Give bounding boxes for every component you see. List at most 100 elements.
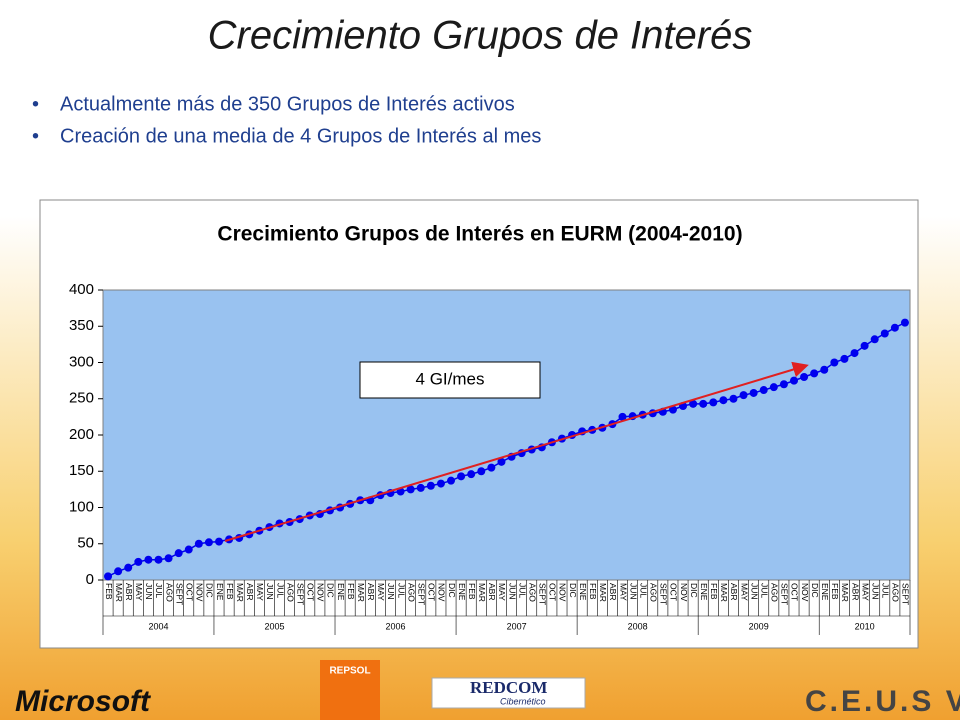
- x-tick-label: ENE: [215, 583, 225, 601]
- point: [114, 567, 123, 576]
- group-label: 2007: [507, 621, 527, 631]
- point: [406, 485, 415, 494]
- bullet-dot: •: [32, 125, 39, 147]
- point: [840, 354, 849, 363]
- x-tick-label: AGO: [891, 583, 901, 602]
- point: [870, 335, 879, 344]
- group-label: 2005: [264, 621, 284, 631]
- x-tick-label: JUL: [517, 583, 527, 598]
- x-tick-label: ABR: [487, 583, 497, 600]
- x-tick-label: AGO: [527, 583, 537, 602]
- x-tick-label: JUN: [870, 583, 880, 600]
- logo: Cibernético: [500, 696, 546, 706]
- point: [719, 396, 728, 405]
- x-tick-label: SEPT: [295, 583, 305, 605]
- x-tick-label: ABR: [245, 583, 255, 600]
- y-tick-label: 250: [69, 390, 94, 407]
- point: [709, 398, 718, 407]
- point: [769, 383, 778, 392]
- x-tick-label: SEPT: [538, 583, 548, 605]
- group-label: 2004: [148, 621, 168, 631]
- logo: Microsoft: [15, 685, 152, 718]
- x-tick-label: NOV: [679, 583, 689, 602]
- x-tick-label: JUN: [628, 583, 638, 600]
- point: [900, 318, 909, 327]
- point: [164, 554, 173, 563]
- x-tick-label: DIC: [689, 583, 699, 598]
- x-tick-label: ENE: [336, 583, 346, 601]
- group-label: 2008: [628, 621, 648, 631]
- point: [729, 394, 738, 403]
- group-label: 2010: [855, 621, 875, 631]
- point: [124, 563, 133, 572]
- x-tick-label: MAY: [376, 583, 386, 601]
- x-tick-label: JUN: [749, 583, 759, 600]
- y-tick-label: 300: [69, 353, 94, 370]
- y-tick-label: 150: [69, 462, 94, 479]
- x-tick-label: DIC: [205, 583, 215, 598]
- point: [689, 399, 698, 408]
- x-tick-label: ABR: [729, 583, 739, 600]
- x-tick-label: JUN: [144, 583, 154, 600]
- x-tick-label: JUN: [507, 583, 517, 600]
- point: [457, 472, 466, 481]
- x-tick-label: NOV: [316, 583, 326, 602]
- x-tick-label: SEPT: [901, 583, 911, 605]
- y-tick-label: 350: [69, 317, 94, 334]
- x-tick-label: NOV: [195, 583, 205, 602]
- x-tick-label: FEB: [830, 583, 840, 600]
- x-tick-label: NOV: [437, 583, 447, 602]
- point: [699, 399, 708, 408]
- x-tick-label: OCT: [184, 583, 194, 601]
- x-tick-label: NOV: [800, 583, 810, 602]
- x-tick-label: AGO: [406, 583, 416, 602]
- y-tick-label: 100: [69, 498, 94, 515]
- point: [810, 369, 819, 378]
- x-tick-label: ABR: [608, 583, 618, 600]
- group-label: 2006: [386, 621, 406, 631]
- x-tick-label: MAR: [719, 583, 729, 602]
- x-tick-label: FEB: [104, 583, 114, 600]
- x-tick-label: OCT: [669, 583, 679, 601]
- group-label: 2009: [749, 621, 769, 631]
- point: [174, 549, 183, 558]
- x-tick-label: ABR: [850, 583, 860, 600]
- point: [618, 412, 627, 421]
- x-tick-label: MAR: [114, 583, 124, 602]
- point: [860, 341, 869, 350]
- point: [194, 539, 203, 548]
- x-tick-label: AGO: [649, 583, 659, 602]
- x-tick-label: MAR: [356, 583, 366, 602]
- annotation: 4 GI/mes: [416, 369, 485, 388]
- y-tick-label: 50: [77, 535, 94, 552]
- x-tick-label: DIC: [810, 583, 820, 598]
- point: [467, 470, 476, 479]
- point: [477, 467, 486, 476]
- point: [447, 476, 456, 485]
- x-tick-label: ENE: [699, 583, 709, 601]
- x-tick-label: JUL: [638, 583, 648, 598]
- bullet: Creación de una media de 4 Grupos de Int…: [60, 125, 541, 147]
- logo-box: [431, 677, 586, 709]
- x-tick-label: JUL: [275, 583, 285, 598]
- point: [830, 358, 839, 367]
- x-tick-label: ENE: [578, 583, 588, 601]
- trend-arrow: [224, 361, 809, 542]
- point: [184, 545, 193, 554]
- x-tick-label: MAR: [477, 583, 487, 602]
- x-tick-label: FEB: [225, 583, 235, 600]
- point: [144, 555, 153, 564]
- x-tick-label: OCT: [427, 583, 437, 601]
- x-tick-label: JUN: [386, 583, 396, 600]
- point: [880, 329, 889, 338]
- point: [215, 537, 224, 546]
- point: [739, 391, 748, 400]
- x-tick-label: MAY: [497, 583, 507, 601]
- point: [789, 376, 798, 385]
- x-tick-label: ABR: [366, 583, 376, 600]
- x-tick-label: OCT: [790, 583, 800, 601]
- point: [436, 479, 445, 488]
- x-tick-label: JUN: [265, 583, 275, 600]
- x-tick-label: DIC: [447, 583, 457, 598]
- x-tick-label: MAY: [255, 583, 265, 601]
